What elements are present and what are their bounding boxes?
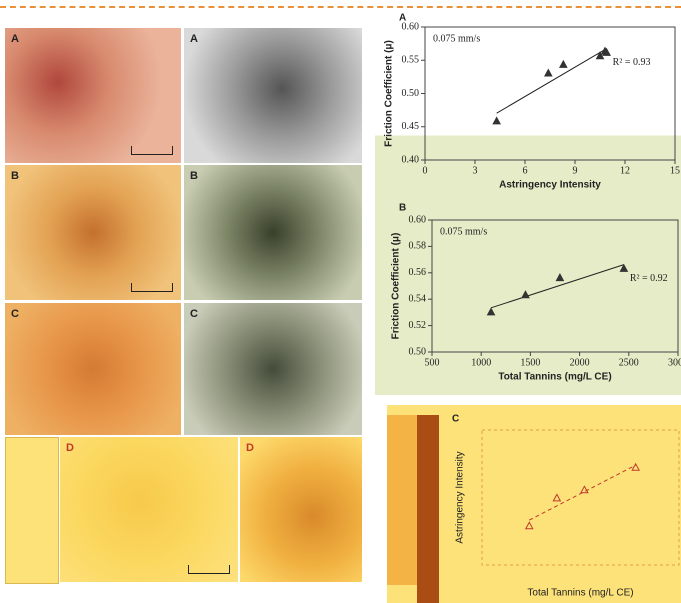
chart: C Total Tannins (mg/L CE) Astringency Inte… bbox=[452, 414, 680, 599]
chart: 0.50 0.52 0.54 0.56 0.58 0.60 500 1000 1500 2000 2… bbox=[391, 203, 681, 383]
x-tick-label: 500 bbox=[425, 357, 440, 368]
point bbox=[524, 521, 534, 530]
r-squared: R² = 0.92 bbox=[630, 273, 668, 284]
panel-label: C bbox=[190, 308, 198, 320]
point bbox=[631, 462, 640, 471]
micrograph: A bbox=[5, 28, 181, 163]
y-axis-title: Friction Coefficient (μ) bbox=[391, 233, 402, 340]
x-tick-label: 1000 bbox=[471, 357, 491, 368]
y-tick-label: 0.50 bbox=[402, 88, 420, 99]
point bbox=[521, 290, 530, 299]
decoration bbox=[417, 415, 439, 603]
x-axis-title: Total Tannins (mg/L CE) bbox=[498, 372, 611, 383]
micrograph: A bbox=[184, 28, 362, 163]
x-tick-label: 1500 bbox=[520, 357, 540, 368]
panel-label: C bbox=[452, 414, 459, 425]
plot-frame bbox=[431, 219, 679, 353]
micrograph: C bbox=[5, 303, 181, 435]
dashed-border bbox=[0, 6, 681, 8]
panel-label: D bbox=[246, 442, 254, 454]
y-tick-label: 0.55 bbox=[402, 55, 420, 66]
point bbox=[543, 68, 553, 77]
point bbox=[558, 59, 568, 68]
micrograph: B bbox=[5, 165, 181, 300]
panel-label: B bbox=[399, 203, 406, 214]
y-tick-label: 0.56 bbox=[409, 267, 427, 278]
x-tick-label: 9 bbox=[573, 165, 578, 176]
point bbox=[486, 307, 496, 316]
y-tick-label: 0.60 bbox=[402, 21, 420, 32]
chart-panel: 0.40 0.45 0.50 0.55 0.60 0 3 6 9 12 15 A Astringency… bbox=[375, 10, 681, 200]
scale-bar bbox=[131, 283, 173, 292]
annotation: 0.075 mm/s bbox=[440, 226, 487, 237]
y-axis-title: Friction Coefficient (μ) bbox=[384, 40, 395, 147]
y-tick-label: 0.52 bbox=[409, 320, 427, 331]
y-tick-label: 0.60 bbox=[409, 214, 427, 225]
x-tick-label: 6 bbox=[523, 165, 528, 176]
y-tick-label: 0.54 bbox=[409, 293, 427, 304]
point bbox=[602, 47, 612, 56]
panel-label: B bbox=[11, 170, 19, 182]
point bbox=[580, 485, 589, 494]
x-tick-label: 0 bbox=[423, 165, 428, 176]
panel-label: D bbox=[66, 442, 74, 454]
micrograph bbox=[5, 437, 59, 584]
y-axis-title: Astringency Intensity bbox=[455, 451, 466, 543]
scale-bar bbox=[188, 565, 230, 574]
micrograph: B bbox=[184, 165, 362, 300]
panel-label: B bbox=[190, 170, 198, 182]
y-tick-label: 0.40 bbox=[402, 154, 420, 165]
y-tick-label: 0.50 bbox=[409, 346, 427, 357]
panel-label: A bbox=[11, 33, 19, 45]
point bbox=[492, 116, 502, 125]
x-tick-label: 3000 bbox=[668, 357, 681, 368]
x-tick-label: 15 bbox=[670, 165, 680, 176]
chart: 0.40 0.45 0.50 0.55 0.60 0 3 6 9 12 15 A Astringency… bbox=[384, 13, 680, 191]
x-tick-label: 2000 bbox=[570, 357, 590, 368]
point bbox=[595, 51, 605, 60]
y-tick-label: 0.58 bbox=[409, 241, 427, 252]
micrograph: C bbox=[184, 303, 362, 435]
decoration bbox=[387, 415, 417, 585]
point bbox=[552, 493, 562, 502]
x-axis-title: Astringency Intensity bbox=[499, 180, 601, 191]
x-tick-label: 2500 bbox=[619, 357, 639, 368]
chart-panel: C Total Tannins (mg/L CE) Astringency Inte… bbox=[387, 405, 681, 603]
y-tick-label: 0.45 bbox=[402, 121, 420, 132]
plot-frame bbox=[424, 26, 676, 161]
r-squared: R² = 0.93 bbox=[613, 57, 651, 68]
micrograph: D bbox=[60, 437, 238, 582]
annotation: 0.075 mm/s bbox=[433, 33, 480, 44]
point bbox=[619, 263, 629, 272]
point bbox=[555, 273, 565, 282]
plot-frame bbox=[481, 429, 680, 566]
panel-label: A bbox=[399, 13, 406, 24]
trend-line bbox=[490, 264, 625, 309]
panel-label: A bbox=[190, 33, 198, 45]
chart-panel: 0.50 0.52 0.54 0.56 0.58 0.60 500 1000 1500 2000 2… bbox=[375, 200, 681, 395]
x-tick-label: 3 bbox=[473, 165, 478, 176]
trend-line bbox=[496, 48, 607, 114]
scale-bar bbox=[131, 146, 173, 155]
x-tick-label: 12 bbox=[620, 165, 630, 176]
panel-label: C bbox=[11, 308, 19, 320]
micrograph: D bbox=[240, 437, 362, 582]
x-axis-title: Total Tannins (mg/L CE) bbox=[527, 588, 633, 599]
